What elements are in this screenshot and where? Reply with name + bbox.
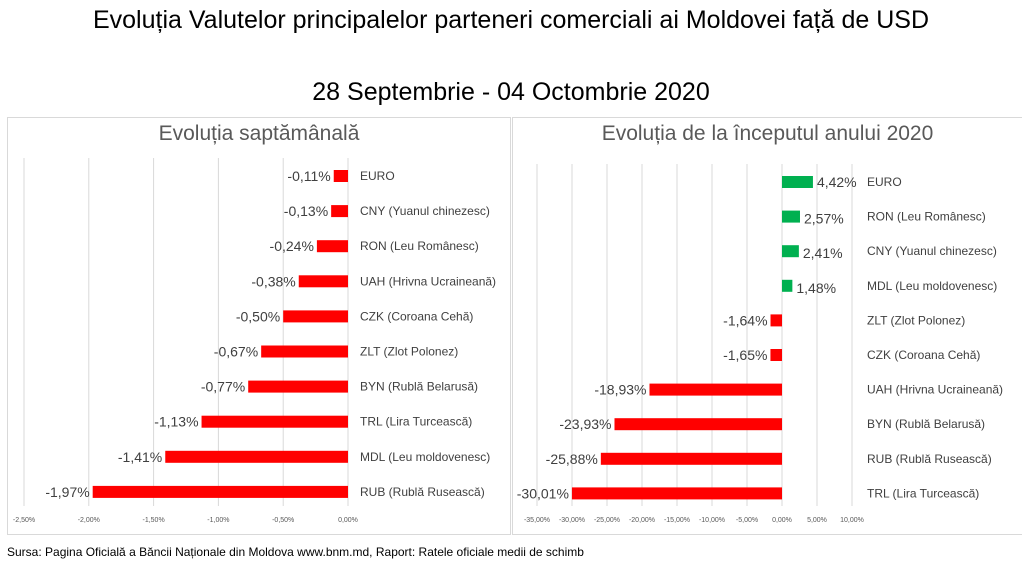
bar <box>782 176 813 188</box>
category-label: EURO <box>360 169 395 183</box>
category-label: TRL (Lira Turcească) <box>867 486 979 500</box>
data-label: -1,64% <box>723 312 767 328</box>
x-tick-label: -10,00% <box>699 517 725 524</box>
data-label: 2,41% <box>803 245 843 261</box>
category-label: MDL (Leu moldovenesc) <box>867 279 997 293</box>
data-label: -0,11% <box>287 168 330 184</box>
data-label: -25,88% <box>546 451 598 467</box>
x-tick-label: -15,00% <box>664 517 690 524</box>
data-label: -1,65% <box>723 347 767 363</box>
category-label: MDL (Leu moldovenesc) <box>360 450 490 464</box>
x-tick-label: -1,50% <box>143 517 165 524</box>
bar <box>782 279 793 292</box>
category-label: RON (Leu Românesc) <box>867 210 986 224</box>
data-label: 1,48% <box>796 280 836 296</box>
page-subtitle: 28 Septembrie - 04 Octombrie 2020 <box>312 78 710 106</box>
bar <box>614 418 782 431</box>
x-tick-label: -2,00% <box>78 517 100 524</box>
bar <box>331 205 348 218</box>
bar <box>283 310 348 323</box>
bar <box>649 383 782 396</box>
category-label: EURO <box>867 175 902 189</box>
ytd-chart-title: Evoluția de la începutul anului 2020 <box>601 122 934 145</box>
data-label: 4,42% <box>817 174 857 190</box>
data-label: -18,93% <box>594 382 646 398</box>
bar <box>571 487 782 500</box>
x-tick-label: 10,00% <box>840 517 864 524</box>
data-label: -1,97% <box>45 484 89 500</box>
bar <box>600 452 782 465</box>
data-label: -0,38% <box>251 273 295 289</box>
data-label: -0,77% <box>201 379 245 395</box>
x-tick-label: -30,00% <box>559 517 585 524</box>
data-label: -1,13% <box>154 414 198 430</box>
data-label: -23,93% <box>559 416 611 432</box>
category-label: ZLT (Zlot Polonez) <box>360 345 458 359</box>
weekly-chart: -2,50% -2,00% -1,50% -1,00% -0,50% 0,00% -0,11… <box>13 158 496 524</box>
bar <box>770 314 782 327</box>
bar <box>333 170 348 182</box>
bar <box>248 380 348 393</box>
bar <box>782 210 800 223</box>
category-label: TRL (Lira Turcească) <box>360 415 472 429</box>
category-label: BYN (Rublă Belarusă) <box>867 417 985 431</box>
ytd-chart: -35,00% -30,00% -25,00% -20,00% -15,00% -10,0… <box>517 164 1003 524</box>
x-tick-label: -20,00% <box>629 517 655 524</box>
weekly-chart-panel: Evoluția saptămânală -2,50% -2,00% -1,50% -… <box>7 117 511 535</box>
data-label: 2,57% <box>804 211 844 227</box>
x-tick-label: -2,50% <box>13 517 35 524</box>
data-label: -0,67% <box>214 344 258 360</box>
x-tick-label: -0,50% <box>272 517 294 524</box>
data-label: -0,50% <box>236 308 280 324</box>
category-label: UAH (Hrivna Ucraineană) <box>867 383 1003 397</box>
data-label: -1,41% <box>118 449 162 465</box>
x-tick-label: -35,00% <box>524 517 550 524</box>
category-label: CNY (Yuanul chinezesc) <box>867 244 997 258</box>
category-label: ZLT (Zlot Polonez) <box>867 313 965 327</box>
x-tick-label: -1,00% <box>207 517 229 524</box>
data-label: -30,01% <box>517 485 569 501</box>
weekly-chart-title: Evoluția saptămânală <box>158 122 360 145</box>
ytd-chart-panel: Evoluția de la începutul anului 2020 -35… <box>512 117 1022 535</box>
bar <box>316 240 348 253</box>
x-tick-label: -5,00% <box>736 517 758 524</box>
x-tick-label: 0,00% <box>772 517 792 524</box>
category-label: UAH (Hrivna Ucraineană) <box>360 274 496 288</box>
category-label: CZK (Coroana Cehă) <box>360 309 473 323</box>
source-note: Sursa: Pagina Oficială a Băncii Național… <box>7 545 584 559</box>
category-label: RUB (Rublă Rusească) <box>360 485 485 499</box>
data-label: -0,24% <box>270 238 314 254</box>
x-tick-label: 0,00% <box>338 517 358 524</box>
x-tick-label: -25,00% <box>594 517 620 524</box>
data-label: -0,13% <box>284 203 328 219</box>
bar <box>165 450 348 463</box>
bar <box>92 485 348 498</box>
category-label: CZK (Coroana Cehă) <box>867 348 980 362</box>
x-tick-label: 5,00% <box>807 517 827 524</box>
bar <box>201 415 348 428</box>
bar <box>298 275 348 288</box>
page-title: Evoluția Valutelor principalelor partene… <box>92 6 930 34</box>
bar <box>770 349 782 361</box>
bar <box>261 345 348 358</box>
category-label: BYN (Rublă Belarusă) <box>360 380 478 394</box>
category-label: CNY (Yuanul chinezesc) <box>360 204 490 218</box>
bar <box>782 245 799 258</box>
category-label: RON (Leu Românesc) <box>360 239 479 253</box>
category-label: RUB (Rublă Rusească) <box>867 452 992 466</box>
